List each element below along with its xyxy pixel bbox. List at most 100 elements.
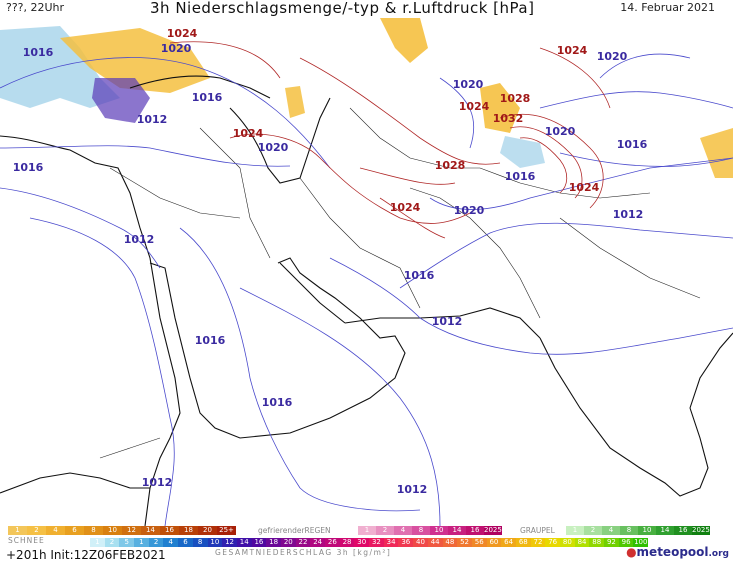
legend-cell: 100	[633, 538, 649, 547]
logo-part-b: pool	[679, 545, 709, 559]
freezing-rain-label: gefrierenderREGEN	[258, 526, 331, 535]
legend-cell: 88	[589, 538, 605, 547]
legend-cell: 20	[280, 538, 296, 547]
isobar-label-blue: 1016	[195, 334, 226, 347]
legend-cell: 84	[574, 538, 590, 547]
legend-cell: 32	[369, 538, 384, 547]
legend-cell: 22	[295, 538, 311, 547]
init-run: +201h Init:12Z06FEB2021	[6, 548, 166, 562]
isobar-label-red: 1024	[167, 27, 198, 40]
isobar-labels-blue: 1016 1020 1016 1012 1016 1020 1020 1020 1020 1016…	[13, 42, 648, 496]
legend-cell: 30	[354, 538, 370, 547]
legend-cell: 12	[122, 526, 141, 535]
legend-cell: 10	[207, 538, 223, 547]
legend-cell: 1	[134, 538, 149, 547]
legend-cell: 2	[376, 526, 394, 535]
legend-cell: 2	[584, 526, 602, 535]
arabian-peninsula	[149, 257, 406, 439]
india-east-coast	[689, 332, 733, 409]
isobar-label-red: 1032	[493, 112, 524, 125]
legend-cell: 72	[530, 538, 546, 547]
isobar-label-blue: 1012	[397, 483, 428, 496]
map-title: 3h Niederschlagsmenge/-typ & r.Luftdruck…	[150, 0, 535, 17]
legend-cell: 6	[178, 538, 193, 547]
snow-area-east	[700, 128, 733, 178]
legend-cell: 8	[412, 526, 430, 535]
freezing-rain-color-bar: 1 2 4 8 10 14 16 2025+	[358, 526, 508, 535]
legend-cell: 14	[236, 538, 252, 547]
isobar-label-red: 1024	[390, 201, 421, 214]
isobar-label-blue: 1016	[13, 161, 44, 174]
persian-gulf	[279, 262, 346, 324]
isobar-label-blue: 1012	[142, 476, 173, 489]
legend-cell: 2025+	[484, 526, 508, 535]
legend-cell: 1	[90, 538, 105, 547]
legend-cell: 18	[179, 526, 198, 535]
legend-cell: 56	[471, 538, 487, 547]
isobar-label-red: 1024	[233, 127, 264, 140]
legend-cell: 34	[383, 538, 399, 547]
isobar-label-blue: 1012	[137, 113, 168, 126]
logo-dot-icon: ●	[626, 545, 637, 559]
coastlines	[0, 75, 733, 526]
legend-cell: 10	[430, 526, 448, 535]
isobar-label-blue: 1020	[597, 50, 628, 63]
legend-cell: 14	[656, 526, 674, 535]
legend-cell: 80	[560, 538, 575, 547]
legend-cell: 28	[339, 538, 355, 547]
isobar-label-blue: 1020	[453, 78, 484, 91]
legend-cell: 16	[674, 526, 692, 535]
isobar-label-red: 1024	[459, 100, 490, 113]
black-sea-south	[129, 75, 271, 99]
isobar-label-blue: 1016	[23, 46, 54, 59]
legend-cell: 48	[442, 538, 458, 547]
somali-coast	[0, 472, 150, 494]
legend-cell: 2	[104, 538, 120, 547]
legend-cell: 10	[103, 526, 122, 535]
legend-cell: 14	[448, 526, 466, 535]
legend-cell: 96	[618, 538, 634, 547]
legend-cell: 4	[163, 538, 179, 547]
legend-cell: 4	[394, 526, 412, 535]
legend-cell: 68	[515, 538, 531, 547]
isobar-label-blue: 1012	[613, 208, 644, 221]
red-sea-west-coast	[0, 135, 181, 526]
legend-cell: 76	[545, 538, 560, 547]
snow-area-balkan	[60, 28, 210, 93]
caspian-sea	[229, 97, 331, 184]
isobar-label-blue: 1020	[161, 42, 192, 55]
legend-cell: 36	[398, 538, 414, 547]
snow-area-iran	[285, 86, 305, 118]
isobars-blue	[0, 53, 733, 526]
legend-cell: 18	[266, 538, 281, 547]
precip-core-aegean	[92, 78, 150, 123]
weather-map[interactable]: 1016 1020 1016 1012 1016 1020 1020 1020 1020 1016…	[0, 18, 733, 526]
legend-cell: 2	[27, 526, 46, 535]
snow-area-west	[0, 26, 120, 108]
isobar-label-blue: 1012	[432, 315, 463, 328]
legend-cell: 64	[501, 538, 516, 547]
hail-label: GRAUPEL	[520, 526, 555, 535]
legend: 1 2 4 6 8 10 12 14 16 18 20 25+ SCHNEE gefrierender…	[0, 526, 733, 566]
isobar-label-red: 1028	[435, 159, 466, 172]
legend-cell: 10	[638, 526, 656, 535]
legend-cell: 16	[466, 526, 484, 535]
legend-cell: 4	[602, 526, 620, 535]
legend-cell: 24	[310, 538, 325, 547]
legend-cell: 44	[427, 538, 443, 547]
legend-cell: 2	[148, 538, 164, 547]
legend-cell: 25+	[217, 526, 236, 535]
meteopool-logo[interactable]: ●meteopool.org	[626, 545, 729, 559]
snow-color-bar: 1 2 4 6 8 10 12 14 16 18 20 25+	[8, 526, 236, 535]
rain-color-bar: 1 2 5 1 2 4 6 8 10 12 14 16 18 20 22 24 26 28 30 32 34 36 40 44…	[90, 538, 649, 547]
india-west-coast	[539, 337, 709, 497]
legend-cell: 4	[46, 526, 65, 535]
header: ???, 22Uhr 3h Niederschlagsmenge/-typ & …	[0, 0, 733, 18]
isobars-red	[169, 41, 611, 239]
legend-cell: 14	[141, 526, 160, 535]
legend-cell: 5	[119, 538, 135, 547]
snow-area-himalaya	[500, 136, 545, 168]
isobar-label-blue: 1020	[454, 204, 485, 217]
snow-label: SCHNEE	[8, 536, 45, 545]
